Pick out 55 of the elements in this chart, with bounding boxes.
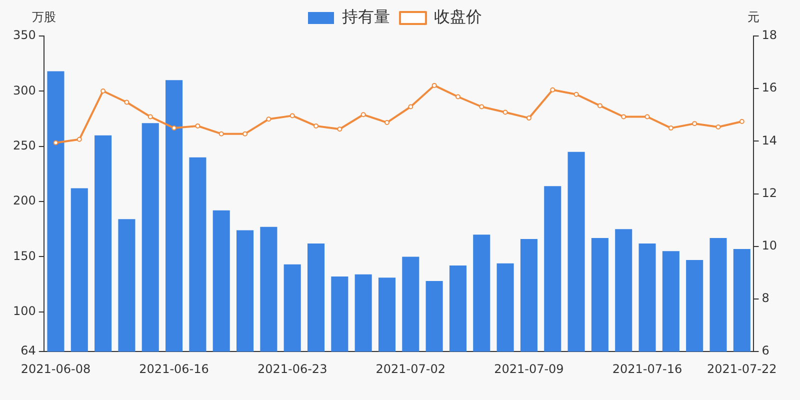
point	[384, 120, 390, 126]
point	[53, 140, 58, 146]
y-tick-label: 250	[13, 138, 36, 152]
x-tick-label: 2021-06-08	[20, 362, 91, 376]
point	[644, 114, 650, 120]
y2-tick-label: 16	[762, 80, 778, 95]
point	[574, 92, 579, 97]
y2-tick-label: 14	[762, 133, 778, 148]
point	[502, 110, 508, 115]
x-tick-label: 2021-07-22	[707, 362, 777, 376]
y-tick-label: 200	[13, 194, 36, 208]
y2-tick-label: 6	[762, 344, 770, 358]
point	[479, 104, 484, 110]
point	[621, 114, 626, 120]
y2-axis-title: 元	[748, 10, 760, 24]
x-tick-label: 2021-06-23	[257, 362, 328, 376]
point	[668, 126, 674, 131]
legend-label: 收盘价	[434, 7, 482, 26]
point	[266, 116, 272, 122]
point	[526, 116, 532, 121]
point	[360, 112, 366, 118]
point	[218, 131, 224, 136]
point	[124, 100, 130, 105]
point	[716, 124, 721, 130]
point	[337, 126, 342, 132]
x-tick-label: 2021-07-02	[376, 362, 446, 376]
point	[76, 136, 82, 142]
point	[455, 94, 460, 100]
x-tick-label: 2021-07-16	[612, 362, 682, 376]
y-tick-label: 350	[13, 28, 36, 42]
point	[432, 82, 437, 88]
y-tick-label: 150	[13, 248, 36, 263]
x-tick-label: 2021-06-16	[139, 362, 209, 376]
point	[739, 118, 744, 124]
point	[195, 123, 200, 128]
point	[692, 121, 698, 126]
point	[148, 114, 153, 120]
point	[550, 87, 556, 92]
point	[597, 103, 602, 108]
point	[172, 126, 177, 131]
point	[290, 113, 295, 118]
point	[242, 131, 248, 136]
y-tick-label: 100	[13, 304, 36, 318]
y2-tick-label: 10	[762, 238, 778, 253]
y-tick-label: 300	[13, 83, 36, 98]
y2-tick-label: 18	[762, 28, 778, 42]
point	[314, 123, 319, 128]
y-tick-label: 64	[20, 344, 36, 358]
legend-label: 持有量	[342, 7, 390, 26]
x-tick-label: 2021-07-09	[494, 362, 564, 376]
point	[408, 104, 414, 110]
y2-tick-label: 8	[762, 291, 770, 306]
point	[100, 88, 106, 94]
y-axis-title: 万股	[32, 10, 56, 24]
y2-tick-label: 12	[762, 186, 778, 200]
